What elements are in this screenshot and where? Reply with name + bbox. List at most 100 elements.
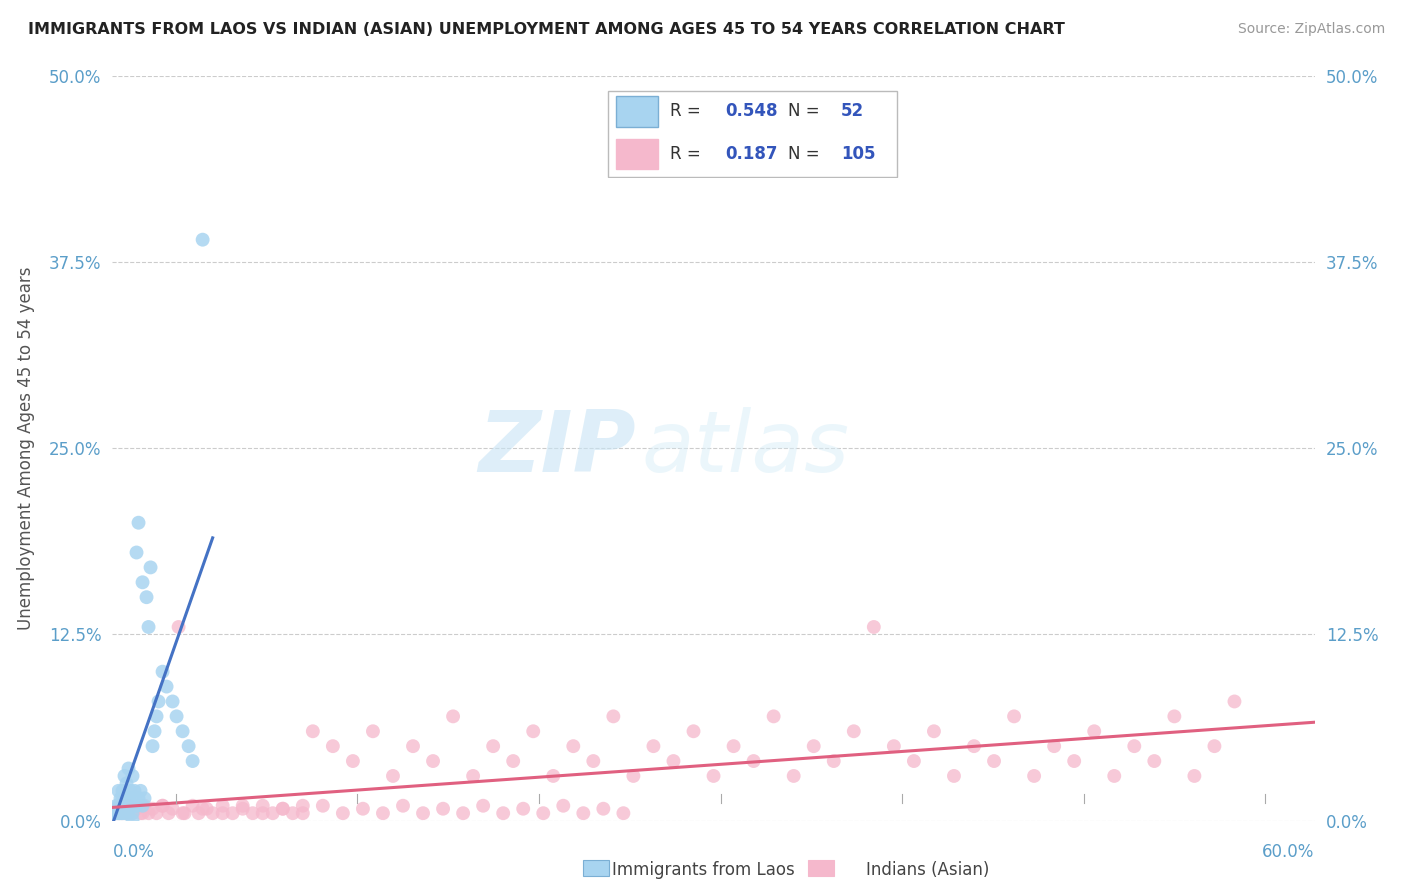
- Point: [1223, 694, 1246, 708]
- Point: [623, 769, 645, 783]
- Point: [392, 798, 415, 813]
- Text: ZIP: ZIP: [478, 407, 636, 490]
- Point: [451, 806, 474, 821]
- Point: [162, 802, 184, 816]
- Point: [125, 802, 148, 816]
- Point: [110, 806, 132, 821]
- Point: [402, 739, 425, 753]
- Point: [242, 806, 264, 821]
- Point: [271, 802, 294, 816]
- Point: [543, 769, 565, 783]
- Point: [181, 754, 204, 768]
- Point: [120, 798, 142, 813]
- Point: [432, 802, 454, 816]
- Point: [157, 806, 180, 821]
- Y-axis label: Unemployment Among Ages 45 to 54 years: Unemployment Among Ages 45 to 54 years: [17, 267, 35, 630]
- Point: [111, 791, 134, 805]
- Point: [166, 709, 188, 723]
- Point: [107, 798, 129, 813]
- Point: [1204, 739, 1226, 753]
- Point: [115, 806, 138, 821]
- Point: [131, 798, 153, 813]
- Point: [352, 802, 374, 816]
- Point: [121, 791, 143, 805]
- Point: [1063, 754, 1085, 768]
- Point: [842, 724, 865, 739]
- Point: [823, 754, 845, 768]
- Point: [121, 806, 143, 821]
- Point: [762, 709, 785, 723]
- Text: N =: N =: [787, 103, 824, 120]
- Point: [662, 754, 685, 768]
- Point: [191, 802, 214, 816]
- Point: [134, 798, 156, 813]
- Point: [1123, 739, 1146, 753]
- Point: [131, 806, 153, 821]
- FancyBboxPatch shape: [616, 96, 658, 127]
- Point: [1083, 724, 1105, 739]
- Point: [723, 739, 745, 753]
- Point: [103, 806, 125, 821]
- Point: [281, 806, 304, 821]
- Point: [643, 739, 665, 753]
- Point: [167, 620, 190, 634]
- Point: [131, 575, 153, 590]
- Point: [963, 739, 986, 753]
- Point: [172, 806, 194, 821]
- Point: [172, 724, 194, 739]
- Point: [148, 694, 170, 708]
- Point: [553, 798, 575, 813]
- Point: [1002, 709, 1025, 723]
- Point: [682, 724, 704, 739]
- Point: [572, 806, 595, 821]
- Point: [124, 798, 146, 813]
- Point: [883, 739, 905, 753]
- Point: [110, 791, 132, 805]
- Point: [117, 791, 139, 805]
- Point: [201, 806, 224, 821]
- Point: [125, 545, 148, 559]
- Text: atlas: atlas: [641, 407, 849, 490]
- Point: [117, 762, 139, 776]
- Point: [115, 776, 138, 790]
- Point: [522, 724, 544, 739]
- Point: [232, 798, 254, 813]
- Point: [128, 791, 150, 805]
- Point: [612, 806, 634, 821]
- Text: 52: 52: [841, 103, 863, 120]
- Point: [262, 806, 284, 821]
- Point: [107, 806, 129, 821]
- Text: Source: ZipAtlas.com: Source: ZipAtlas.com: [1237, 22, 1385, 37]
- Text: 0.0%: 0.0%: [112, 843, 155, 861]
- Point: [114, 802, 136, 816]
- Point: [187, 806, 209, 821]
- Point: [111, 798, 134, 813]
- Point: [1163, 709, 1185, 723]
- Text: Immigrants from Laos: Immigrants from Laos: [612, 861, 794, 879]
- Point: [1184, 769, 1206, 783]
- Point: [382, 769, 405, 783]
- Point: [252, 806, 274, 821]
- Point: [592, 802, 614, 816]
- Point: [903, 754, 925, 768]
- Point: [502, 754, 524, 768]
- Text: N =: N =: [787, 145, 824, 163]
- Point: [863, 620, 886, 634]
- Point: [121, 769, 143, 783]
- Text: IMMIGRANTS FROM LAOS VS INDIAN (ASIAN) UNEMPLOYMENT AMONG AGES 45 TO 54 YEARS CO: IMMIGRANTS FROM LAOS VS INDIAN (ASIAN) U…: [28, 22, 1064, 37]
- Point: [1104, 769, 1126, 783]
- Point: [803, 739, 825, 753]
- Point: [512, 802, 534, 816]
- Point: [252, 798, 274, 813]
- Point: [117, 806, 139, 821]
- Point: [1024, 769, 1046, 783]
- Point: [162, 694, 184, 708]
- Point: [211, 798, 233, 813]
- Point: [232, 802, 254, 816]
- Point: [531, 806, 554, 821]
- Point: [173, 806, 195, 821]
- Point: [1043, 739, 1066, 753]
- Point: [191, 233, 214, 247]
- Text: R =: R =: [669, 103, 706, 120]
- Point: [125, 798, 148, 813]
